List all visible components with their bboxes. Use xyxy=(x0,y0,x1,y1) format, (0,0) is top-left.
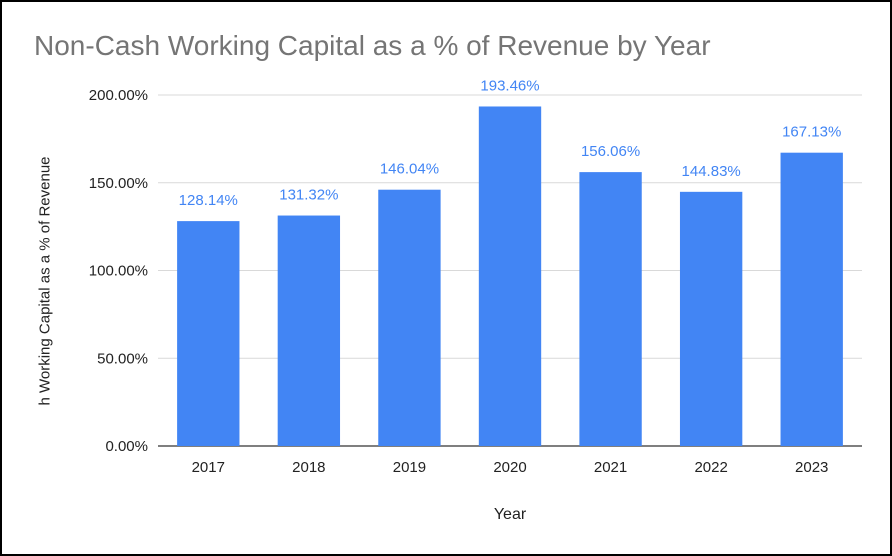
labels: 0.00% 50.00% 100.00% 150.00% 200.00% 128.14% 2… xyxy=(89,77,842,476)
y-tick-label: 100.00% xyxy=(89,263,148,280)
data-label-2021: 156.06% xyxy=(581,143,640,160)
x-axis-label: Year xyxy=(493,506,527,523)
y-tick-label: 0.00% xyxy=(105,438,148,455)
x-tick-label-2018: 2018 xyxy=(292,459,325,476)
x-tick-label-2023: 2023 xyxy=(795,459,828,476)
x-tick-label-2020: 2020 xyxy=(493,459,526,476)
x-tick-label-2019: 2019 xyxy=(393,459,426,476)
bar-2022 xyxy=(679,191,743,446)
data-label-2023: 167.13% xyxy=(782,124,841,141)
data-label-2019: 146.04% xyxy=(380,161,439,178)
y-tick-label: 50.00% xyxy=(97,350,148,367)
data-label-2018: 131.32% xyxy=(279,187,338,204)
bars xyxy=(177,106,843,447)
bar-2017 xyxy=(177,221,240,446)
x-tick-label-2017: 2017 xyxy=(192,459,225,476)
chart-title: Non-Cash Working Capital as a % of Reven… xyxy=(34,30,711,61)
bar-2023 xyxy=(780,152,843,447)
data-label-2020: 193.46% xyxy=(480,77,539,94)
data-label-2022: 144.83% xyxy=(682,163,741,180)
y-tick-label: 150.00% xyxy=(89,175,148,192)
y-tick-label: 200.00% xyxy=(89,87,148,104)
x-tick-label-2021: 2021 xyxy=(594,459,627,476)
bar-2018 xyxy=(277,215,341,446)
bar-2019 xyxy=(378,189,441,446)
bar-2020 xyxy=(478,106,542,447)
x-tick-label-2022: 2022 xyxy=(694,459,727,476)
data-label-2017: 128.14% xyxy=(179,192,238,209)
bar-2021 xyxy=(579,172,642,447)
